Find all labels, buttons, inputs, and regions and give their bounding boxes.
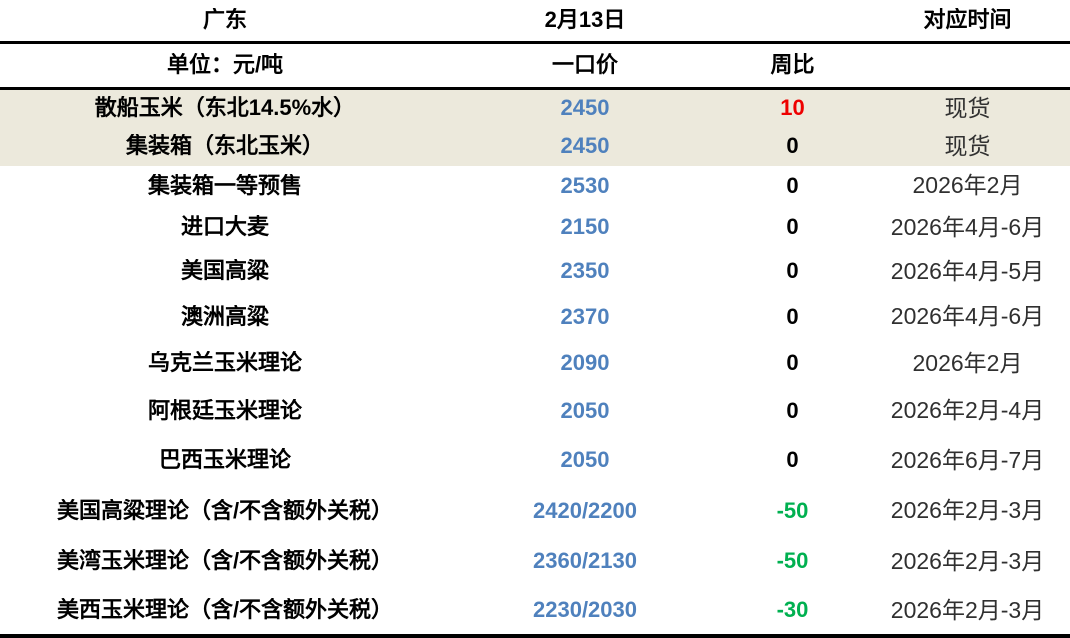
table-row: 散船玉米（东北14.5%水） 2450 10 现货 <box>0 90 1070 127</box>
price-column-header: 一口价 <box>551 53 618 78</box>
price-value: 2050 <box>560 398 610 423</box>
table-row: 巴西玉米理论 2050 0 2026年6月-7月 <box>0 435 1070 486</box>
week-change-column-header: 周比 <box>770 53 815 78</box>
price-value: 2420/2200 <box>533 498 637 523</box>
delivery-time: 2026年4月-5月 <box>890 258 1045 284</box>
table-header-row-2: 单位：元/吨 一口价 周比 <box>0 44 1070 90</box>
price-value: 2050 <box>560 448 610 473</box>
price-value: 2230/2030 <box>533 598 637 623</box>
delivery-time: 2026年6月-7月 <box>890 447 1045 473</box>
delivery-time: 2026年2月-3月 <box>890 597 1045 623</box>
week-change-value: 0 <box>786 304 799 329</box>
table-row: 美湾玉米理论（含/不含额外关税） 2360/2130 -50 2026年2月-3… <box>0 536 1070 587</box>
week-change-value: -50 <box>776 549 809 574</box>
delivery-time: 2026年2月 <box>912 350 1023 376</box>
region-header: 广东 <box>202 8 247 33</box>
week-change-value: 0 <box>786 398 799 423</box>
delivery-time: 2026年4月-6月 <box>890 214 1045 240</box>
week-change-value: -50 <box>776 498 809 523</box>
delivery-time: 现货 <box>944 95 991 121</box>
commodity-name: 集装箱一等预售 <box>147 173 302 198</box>
date-header: 2月13日 <box>544 8 626 33</box>
week-change-value: 10 <box>780 96 805 121</box>
price-value: 2150 <box>560 215 610 240</box>
commodity-name: 巴西玉米理论 <box>158 448 291 473</box>
commodity-name: 乌克兰玉米理论 <box>147 351 302 376</box>
commodity-name: 美国高粱 <box>180 259 269 284</box>
commodity-name: 美湾玉米理论（含/不含额外关税） <box>56 549 394 574</box>
table-row: 乌克兰玉米理论 2090 0 2026年2月 <box>0 340 1070 387</box>
commodity-name: 美国高粱理论（含/不含额外关税） <box>56 498 394 523</box>
week-change-value: 0 <box>786 215 799 240</box>
table-row: 阿根廷玉米理论 2050 0 2026年2月-4月 <box>0 387 1070 435</box>
commodity-name: 进口大麦 <box>180 215 269 240</box>
price-value: 2450 <box>560 96 610 121</box>
week-change-value: 0 <box>786 134 799 159</box>
commodity-name: 集装箱（东北玉米） <box>125 134 324 159</box>
price-value: 2530 <box>560 173 610 198</box>
time-column-header: 对应时间 <box>923 8 1012 33</box>
table-row: 集装箱一等预售 2530 0 2026年2月 <box>0 166 1070 206</box>
delivery-time: 2026年2月-3月 <box>890 548 1045 574</box>
commodity-name: 美西玉米理论（含/不含额外关税） <box>56 598 394 623</box>
commodity-name: 阿根廷玉米理论 <box>147 398 302 423</box>
table-row: 美国高粱 2350 0 2026年4月-5月 <box>0 249 1070 294</box>
price-value: 2450 <box>560 134 610 159</box>
table-row: 澳洲高粱 2370 0 2026年4月-6月 <box>0 294 1070 340</box>
table-header-row-1: 广东 2月13日 对应时间 <box>0 0 1070 44</box>
delivery-time: 2026年2月-3月 <box>890 498 1045 524</box>
week-change-value: 0 <box>786 259 799 284</box>
price-value: 2090 <box>560 351 610 376</box>
price-value: 2350 <box>560 259 610 284</box>
unit-label: 单位：元/吨 <box>166 53 284 78</box>
table-body: 散船玉米（东北14.5%水） 2450 10 现货 集装箱（东北玉米） 2450… <box>0 90 1070 634</box>
table-row: 集装箱（东北玉米） 2450 0 现货 <box>0 127 1070 166</box>
delivery-time: 2026年2月 <box>912 173 1023 199</box>
commodity-name: 散船玉米（东北14.5%水） <box>94 96 356 121</box>
week-change-value: 0 <box>786 448 799 473</box>
commodity-name: 澳洲高粱 <box>180 304 269 329</box>
week-change-value: 0 <box>786 173 799 198</box>
table-row: 进口大麦 2150 0 2026年4月-6月 <box>0 206 1070 249</box>
delivery-time: 2026年2月-4月 <box>890 398 1045 424</box>
price-value: 2360/2130 <box>533 549 637 574</box>
delivery-time: 2026年4月-6月 <box>890 304 1045 330</box>
delivery-time: 现货 <box>944 133 991 159</box>
table-row: 美西玉米理论（含/不含额外关税） 2230/2030 -30 2026年2月-3… <box>0 587 1070 634</box>
table-row: 美国高粱理论（含/不含额外关税） 2420/2200 -50 2026年2月-3… <box>0 486 1070 536</box>
price-value: 2370 <box>560 304 610 329</box>
week-change-value: 0 <box>786 351 799 376</box>
week-change-value: -30 <box>776 598 809 623</box>
